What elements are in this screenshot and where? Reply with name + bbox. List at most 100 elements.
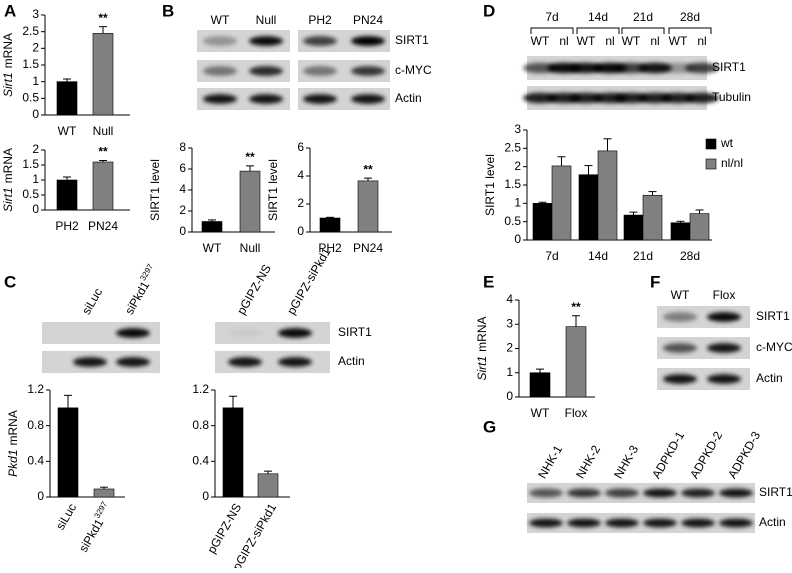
x-tick-label: 28d [680,249,700,263]
y-tick-label: 0 [37,489,44,503]
blot-group-label: 14d [588,10,608,24]
blot-band [661,62,695,74]
lane-text: ADPKD-2 [687,429,725,481]
blot-lane-label: WT [622,34,641,48]
blot-strip [527,483,755,503]
bar [623,214,644,241]
blot-band [569,62,603,74]
blot-strip [197,30,290,52]
bar [56,81,78,116]
y-tick-label: 2 [506,341,513,355]
x-tick-label: 14d [588,249,608,263]
y-tick-label: 1.2 [192,382,209,396]
lane-text: WT [669,34,688,48]
y-tick-label: 0.5 [22,91,39,105]
y-axis-label: SIRT1 level [483,154,497,216]
bar [689,213,710,241]
lane-text: siPkd1 [122,279,152,317]
bar [257,473,279,498]
bar [56,179,78,211]
blot-band [529,518,563,528]
x-tick-label: pGIPZ-NS [205,501,245,556]
lane-text: WT [622,34,641,48]
group-bracket [668,27,712,34]
blot-group-label: 7d [545,10,558,24]
bar [319,217,341,233]
blot-lane-label: WT [577,34,596,48]
panel-label: C [4,272,16,291]
blot-band [661,92,695,104]
blot-band [707,343,741,353]
blot-lane-label: pGIPZ-siPkd1 [284,245,334,317]
y-tick-label: 0 [202,489,209,503]
category-text: Null [240,241,261,255]
blot-band [303,66,337,76]
blot-row-label: SIRT1 [759,485,792,499]
y-tick-label: 4 [179,182,186,196]
significance-label: ** [98,11,108,25]
y-tick-label: 0 [506,389,513,403]
panel-label: G [483,417,496,436]
panel-label: A [4,1,16,20]
blot-band [116,357,150,367]
y-tick-label: 0 [514,232,521,246]
y-axis-label: Pkd1 mRNA [6,410,20,477]
blot-band [529,488,563,498]
bar [222,407,244,498]
panel-label: E [483,272,494,291]
y-tick-label: 1 [32,74,39,88]
lane-text: nl [697,34,706,48]
y-tick-label: 3 [514,122,521,136]
lane-text: NHK-2 [573,443,603,481]
x-tick-label: WT [203,241,222,255]
y-tick-label: 0 [32,107,39,121]
y-tick-label: 2 [297,196,304,210]
y-label-part: mRNA [6,410,20,445]
blot-row-label: SIRT1 [756,309,790,323]
bar [578,174,599,241]
blot-lane-label: WT [531,34,550,48]
blot-band [605,488,639,498]
panel-label: D [483,1,495,20]
blot-band [643,518,677,528]
lane-text: siLuc [79,286,105,317]
y-tick-label: 0.4 [192,454,209,468]
y-axis-label: SIRT1 level [266,159,280,221]
blot-row-label: SIRT1 [395,33,429,47]
blot-lane-label: siPkd13297 [120,262,161,317]
blot-band [663,312,697,322]
bar [357,180,379,233]
blot-band [249,94,283,104]
blot-row-label: Tubulin [712,90,751,104]
y-tick-label: 6 [297,140,304,154]
lane-text: WT [671,288,690,302]
category-text: siLuc [53,501,79,532]
y-tick-label: 1 [506,365,513,379]
y-axis-label: Sirt1 mRNA [1,148,15,212]
panel-label: F [650,272,660,291]
blot-row-label: c-MYC [395,63,432,77]
lane-text: ADPKD-3 [725,429,763,481]
y-tick-label: 1 [32,172,39,186]
y-tick-label: 0 [179,224,186,238]
blot-lane-label: WT [211,13,230,27]
lane-text: nl [605,34,614,48]
bar [551,165,572,241]
blot-strip [657,337,750,359]
legend-swatch [705,158,717,170]
blot-band [228,328,262,338]
lane-text: pGIPZ-siPkd1 [284,245,334,317]
lane-text: ADPKD-1 [649,429,687,481]
category-text: 14d [588,249,608,263]
blot-band [681,518,715,528]
y-tick-label: 6 [179,161,186,175]
group-bracket [530,27,574,34]
blot-band [278,357,312,367]
blot-strip [42,322,160,344]
blot-strip [197,60,290,82]
blot-band [249,66,283,76]
blot-band [707,312,741,322]
category-text: PH2 [55,219,79,233]
blot-band [681,488,715,498]
